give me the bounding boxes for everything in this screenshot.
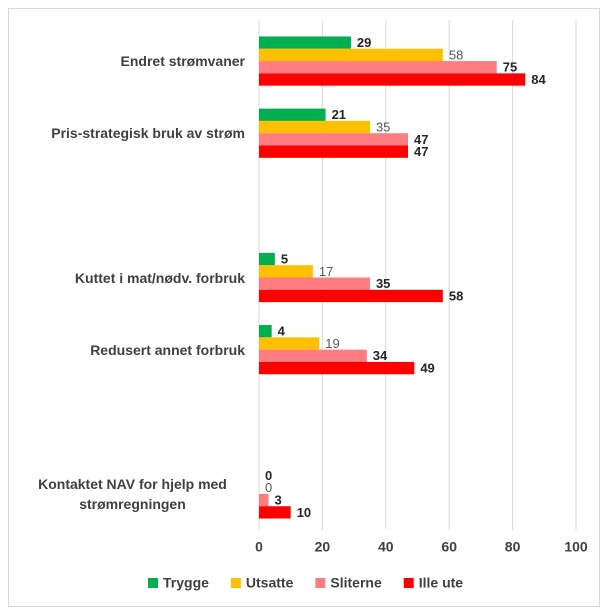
bar <box>259 61 497 74</box>
data-label: 5 <box>281 251 288 266</box>
x-tick-label: 100 <box>564 539 588 555</box>
data-label: 35 <box>376 120 390 135</box>
data-label: 84 <box>531 72 546 87</box>
data-label: 34 <box>373 348 388 363</box>
data-label: 10 <box>297 505 311 520</box>
x-tick-label: 60 <box>441 539 457 555</box>
bar <box>259 361 415 375</box>
data-label: 58 <box>449 288 463 303</box>
x-tick-label: 20 <box>315 539 331 555</box>
legend-label: Utsatte <box>246 575 294 591</box>
bar <box>259 133 408 146</box>
bar <box>259 73 526 86</box>
category-label: Endret strømvaner <box>120 53 245 70</box>
bar <box>259 36 351 49</box>
data-label: 75 <box>503 60 517 75</box>
x-tick-label: 0 <box>255 539 263 555</box>
legend-label: Trygge <box>163 575 209 591</box>
category-label: Kuttet i mat/nødv. forbruk <box>74 269 245 286</box>
data-label: 19 <box>325 336 339 351</box>
bar <box>259 277 370 290</box>
category-label: Redusert annet forbruk <box>90 341 245 358</box>
legend-label: Ille ute <box>419 575 464 591</box>
bar <box>259 325 272 338</box>
chart-border <box>8 8 600 607</box>
data-label: 49 <box>420 361 434 376</box>
data-label: 35 <box>376 276 390 291</box>
bar <box>259 265 313 278</box>
legend-swatch <box>403 578 414 588</box>
legend-label: Sliterne <box>330 575 382 591</box>
legend-swatch <box>315 578 326 588</box>
x-tick-label: 40 <box>378 539 394 555</box>
data-label: 47 <box>414 144 428 159</box>
x-tick-label: 80 <box>505 539 521 555</box>
bar <box>259 108 326 121</box>
bar <box>259 337 320 350</box>
data-label: 3 <box>275 493 282 508</box>
data-label: 0 <box>265 468 272 483</box>
bar <box>259 349 367 362</box>
bar <box>259 506 291 519</box>
category-label: Pris-strategisk bruk av strøm <box>51 125 245 142</box>
data-label: 58 <box>449 47 463 62</box>
data-label: 0 <box>265 480 272 495</box>
bar <box>259 120 370 134</box>
bar <box>259 493 269 507</box>
category-label: Kontaktet NAV for hjelp med strømregning… <box>38 475 227 512</box>
data-label: 4 <box>278 324 286 339</box>
legend-swatch <box>148 578 158 588</box>
data-label: 17 <box>319 264 333 279</box>
data-label: 29 <box>357 35 371 50</box>
bar <box>259 252 275 266</box>
bar <box>259 289 443 303</box>
bar <box>259 145 408 158</box>
data-label: 47 <box>414 132 428 147</box>
bar <box>259 48 443 62</box>
legend-swatch <box>230 578 241 588</box>
data-label: 21 <box>332 107 346 122</box>
